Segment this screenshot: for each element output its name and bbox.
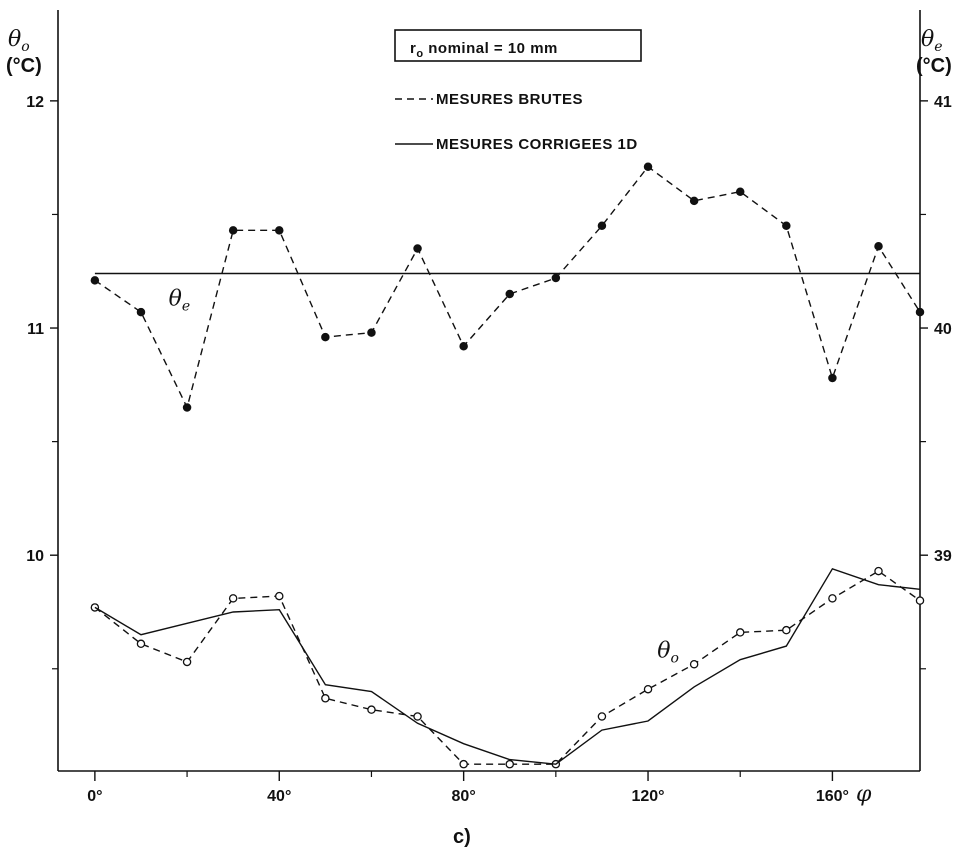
left-y-axis-label: θo [8, 27, 30, 55]
data-point [551, 273, 561, 283]
data-point [782, 221, 791, 231]
x-axis-symbol: φ [856, 782, 872, 807]
left-y-axis: θo (°C) [6, 27, 42, 77]
data-point [459, 759, 468, 769]
x-tick-label: 40° [267, 788, 291, 805]
left-y-tick-label: 11 [27, 321, 44, 338]
data-point [275, 226, 284, 235]
x-tick-label: 0° [87, 788, 102, 805]
data-point [136, 307, 146, 317]
data-point [459, 341, 468, 351]
legend-label-raw: MESURES BRUTES [436, 91, 583, 108]
data-point [505, 289, 514, 299]
data-point [321, 694, 330, 703]
left-y-tick-label: 12 [26, 94, 44, 111]
right-y-tick-label: 39 [934, 548, 952, 565]
data-point [597, 221, 607, 231]
x-tick-label: 120° [631, 788, 664, 805]
data-point [915, 307, 925, 317]
right-y-axis-unit: (°C) [916, 55, 952, 77]
data-point [228, 594, 238, 603]
data-point [182, 403, 192, 412]
legend-label-corrected: MESURES CORRIGEES 1D [436, 136, 638, 153]
data-point [915, 596, 925, 605]
data-point [689, 196, 699, 206]
data-point [643, 684, 653, 694]
nominal-radius-box [394, 29, 642, 62]
data-point [782, 625, 791, 635]
data-point [689, 659, 699, 669]
series-group [90, 162, 925, 769]
data-point [735, 628, 745, 637]
data-point [597, 712, 607, 721]
data-point [136, 639, 146, 649]
data-point [413, 244, 422, 253]
data-point [874, 242, 883, 251]
subplot-label: c) [453, 826, 471, 848]
curve-label: θe [169, 286, 191, 314]
data-point [275, 591, 284, 601]
x-tick-label: 160° [816, 788, 849, 805]
right-y-tick-label: 41 [934, 94, 952, 111]
data-point [505, 759, 514, 769]
curve-labels: θe θo [169, 286, 679, 666]
right-y-axis: θe (°C) [916, 27, 952, 77]
data-point [828, 373, 837, 383]
data-point [367, 328, 376, 337]
data-point [413, 712, 422, 721]
x-tick-label: 80° [452, 788, 476, 805]
data-point [367, 705, 376, 714]
nominal-radius-label: ro nominal = 10 mm [410, 40, 558, 60]
axes-frame [57, 10, 921, 772]
data-point [321, 332, 330, 342]
data-point [874, 566, 883, 576]
ticks: 0° 40° 80° 120° 160° 10 11 12 39 40 41 [26, 94, 952, 805]
left-y-axis-unit: (°C) [6, 55, 42, 77]
series-line-2 [94, 570, 921, 765]
curve-label: θo [657, 638, 679, 666]
data-point [643, 162, 653, 171]
right-y-tick-label: 40 [934, 321, 952, 338]
data-point [90, 276, 100, 285]
series-line-3 [94, 567, 921, 765]
data-point [735, 187, 745, 196]
legend: ro nominal = 10 mm MESURES BRUTES MESURE… [394, 29, 642, 153]
data-point [182, 657, 192, 667]
data-point [828, 594, 837, 603]
left-y-tick-label: 10 [26, 548, 44, 565]
data-point [228, 226, 238, 235]
right-y-axis-label: θe [921, 27, 943, 55]
series-line-0 [94, 165, 921, 410]
